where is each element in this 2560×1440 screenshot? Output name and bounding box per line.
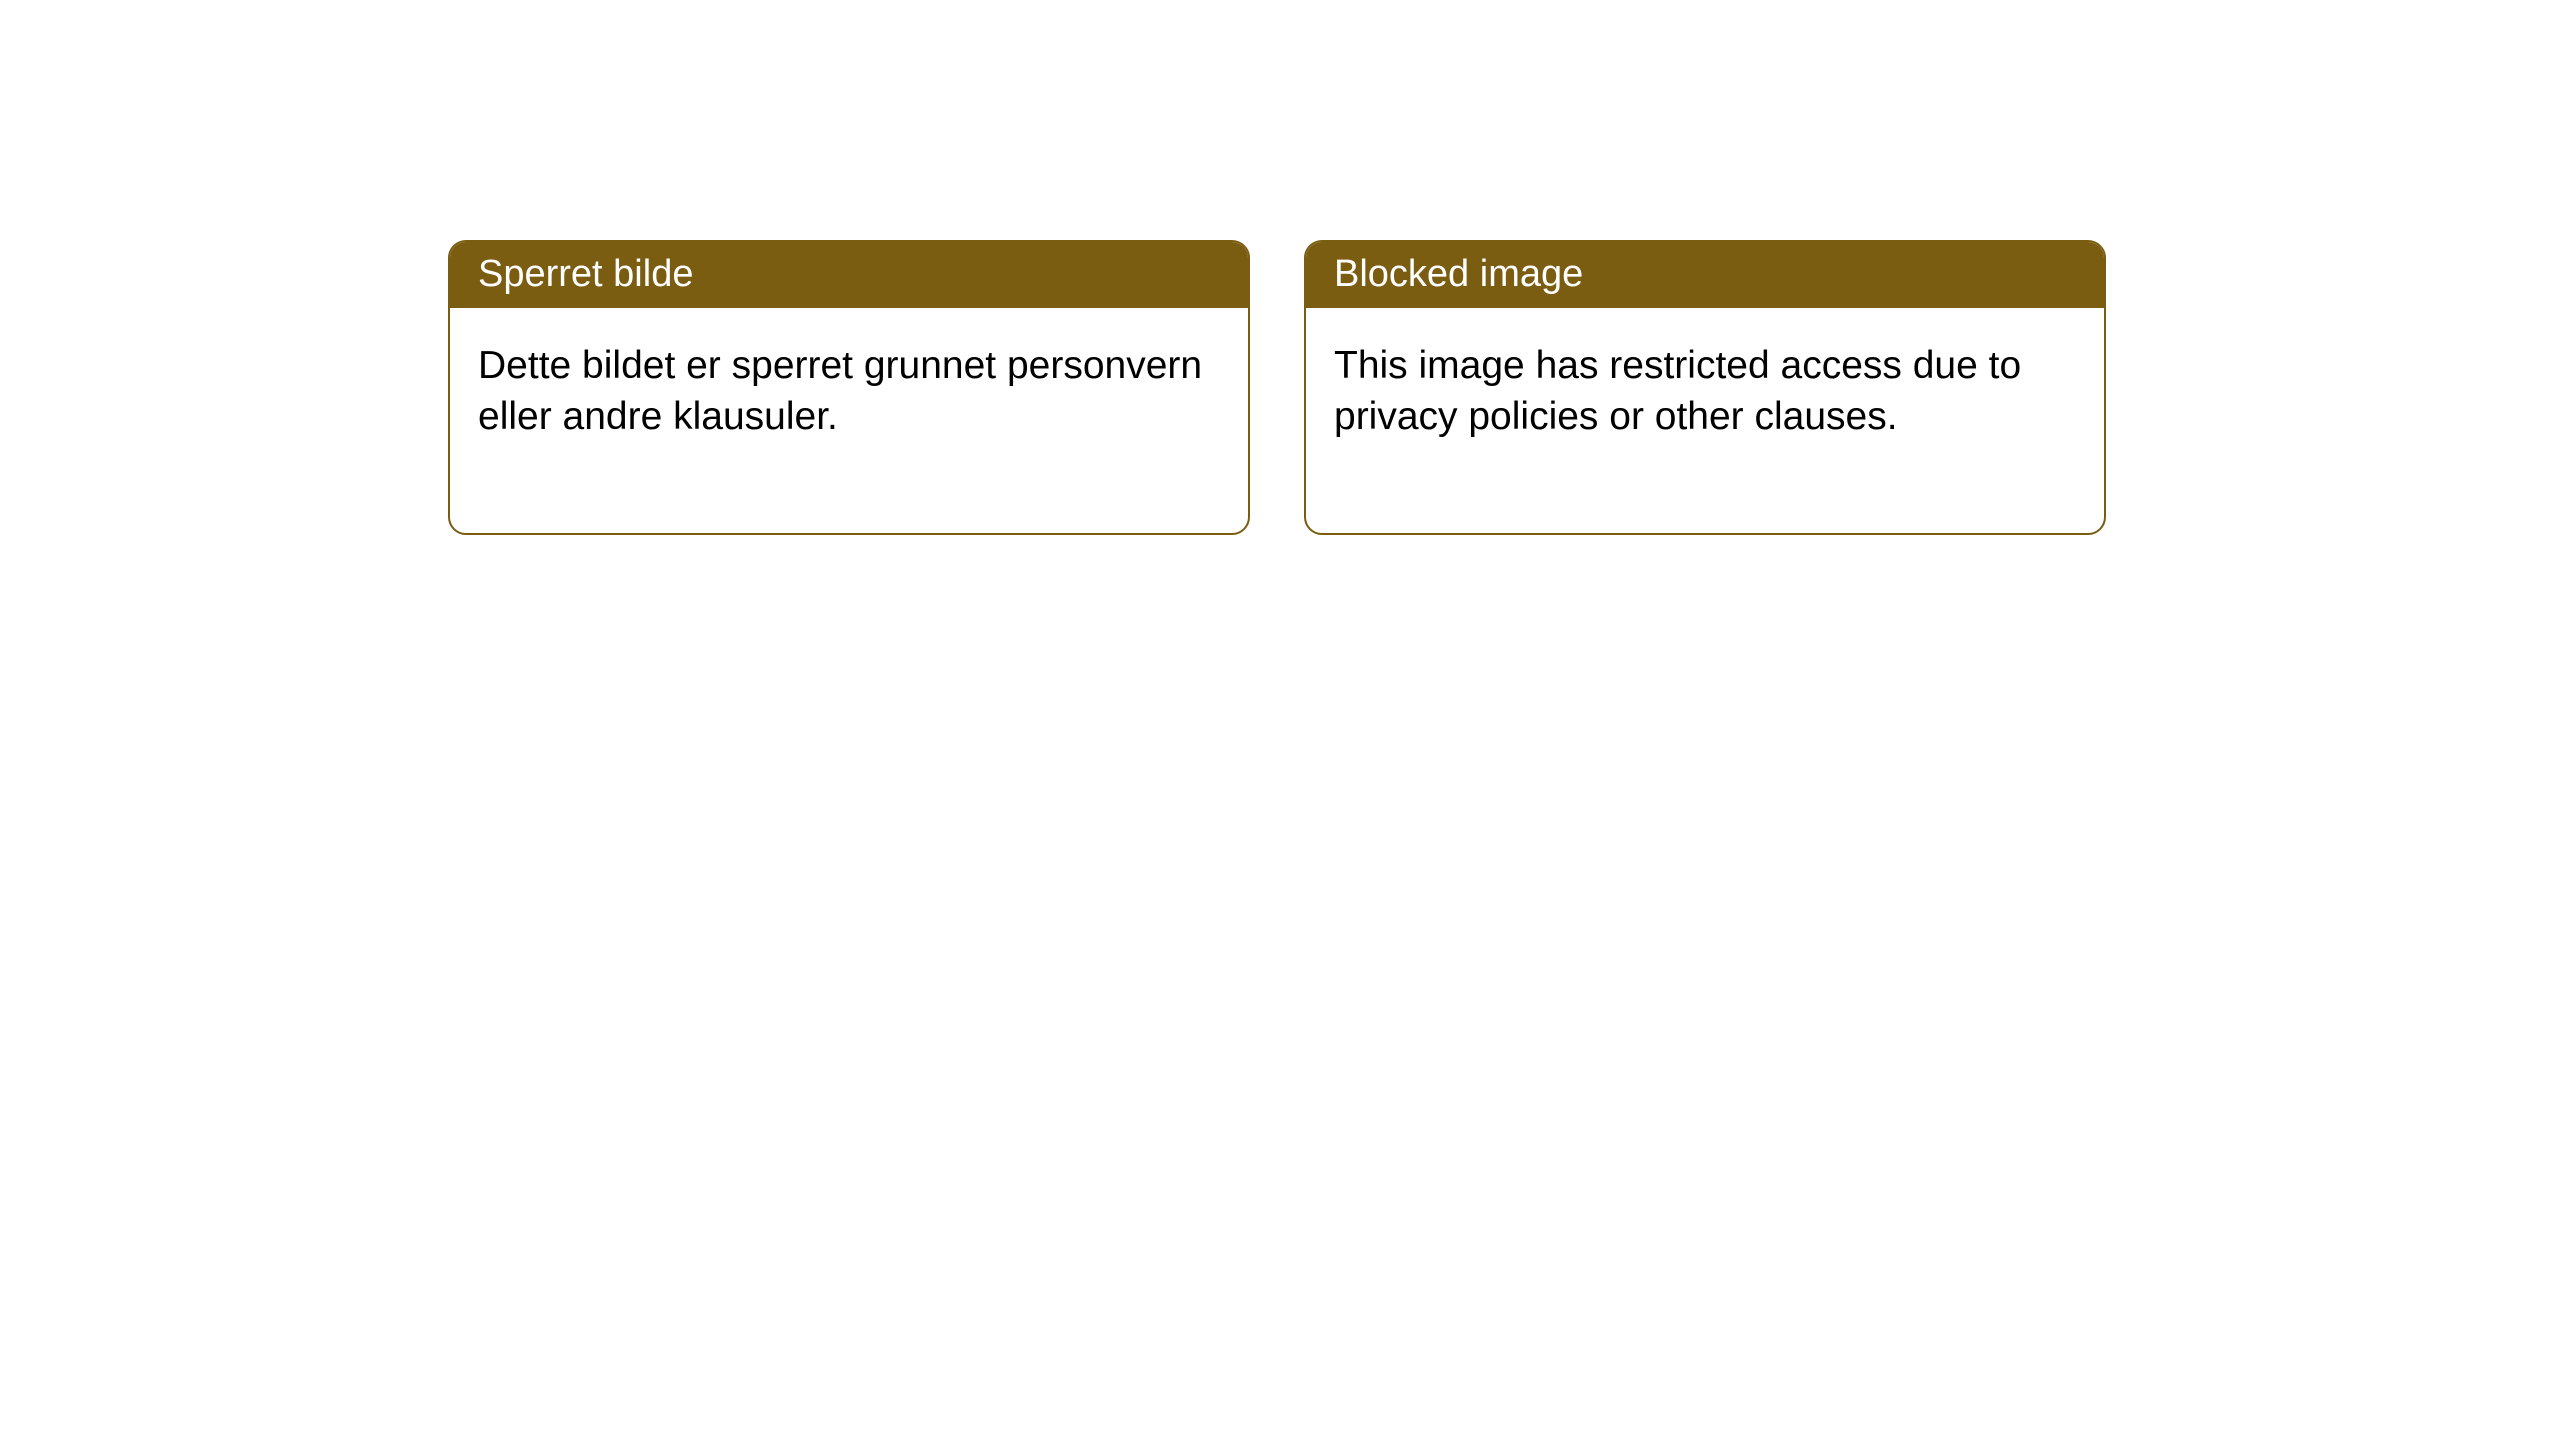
notice-body: Dette bildet er sperret grunnet personve… (450, 308, 1248, 533)
notice-card-norwegian: Sperret bilde Dette bildet er sperret gr… (448, 240, 1250, 535)
notice-title: Blocked image (1306, 242, 2104, 308)
notice-title: Sperret bilde (450, 242, 1248, 308)
notice-container: Sperret bilde Dette bildet er sperret gr… (0, 0, 2560, 535)
notice-body: This image has restricted access due to … (1306, 308, 2104, 533)
notice-card-english: Blocked image This image has restricted … (1304, 240, 2106, 535)
